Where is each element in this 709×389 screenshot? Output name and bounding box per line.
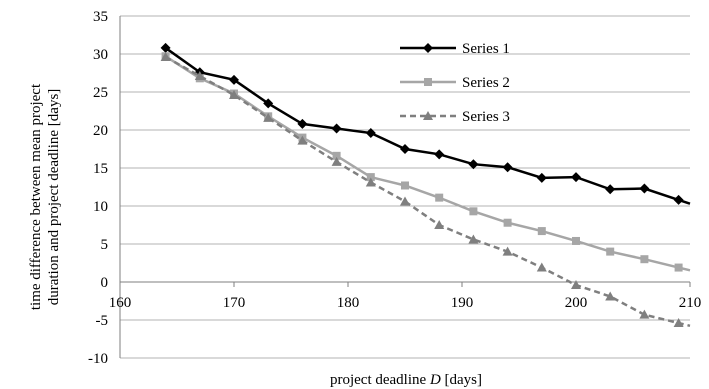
series-1 [160,42,691,205]
data-point-series-1 [263,98,274,109]
y-tick-label: 20 [93,123,108,139]
data-point-series-1 [571,172,581,183]
y-tick-label: 25 [93,85,108,101]
data-point-series-1 [605,184,616,195]
data-point-series-3 [639,309,650,319]
data-point-series-3 [160,52,171,62]
data-point-series-3 [331,156,342,166]
data-point-series-3 [263,112,274,122]
x-axis-label-variable: D [429,372,441,388]
y-axis-label-line1: time difference between mean project [28,83,44,310]
y-tick-label: -5 [96,313,109,329]
x-axis-label: project deadline D [days] [330,372,482,388]
data-point-series-3 [297,135,308,145]
y-tick-label: 0 [101,275,109,291]
legend-marker-1 [423,43,433,53]
data-point-series-2 [572,236,580,245]
data-point-series-3 [400,196,410,206]
data-point-series-2 [469,207,478,216]
y-tick-label: -10 [88,351,108,367]
x-tick-label: 210 [679,295,702,311]
data-point-series-1 [331,123,342,134]
data-point-series-1 [229,74,239,85]
x-axis-label-suffix: [days] [441,372,482,388]
data-point-series-3 [194,71,205,81]
data-point-series-3 [468,234,479,244]
y-tick-label: 30 [93,47,108,63]
y-axis-label-line2: duration and project deadline [days] [46,89,62,306]
legend-label-1: Series 1 [462,41,510,57]
x-axis-ticks: 160 170 180 190 200 210 [109,295,702,311]
data-point-series-2 [606,247,615,256]
data-point-series-1 [468,159,479,170]
data-point-series-3 [536,262,547,272]
data-point-series-2 [674,263,683,272]
data-point-series-1 [434,149,445,160]
legend-marker-2 [424,78,432,86]
y-tick-label: 15 [93,161,108,177]
data-point-series-1 [297,118,308,129]
y-tick-label: 5 [101,237,109,253]
legend-label-3: Series 3 [462,109,510,125]
x-tick-label: 190 [451,295,474,311]
data-point-series-3 [571,280,581,290]
x-tick-label: 170 [223,295,246,311]
gridlines [119,15,691,359]
data-point-series-2 [366,173,375,182]
x-axis-label-prefix: project deadline [330,372,430,388]
y-axis-ticks: -10 -5 0 5 10 15 20 25 30 35 [88,9,108,367]
data-point-series-2 [332,151,341,160]
data-point-series-1 [160,42,171,53]
data-point-series-2 [401,181,409,190]
data-point-series-1 [502,162,513,173]
series-3 [160,52,691,328]
data-point-series-1 [400,144,410,154]
y-tick-label: 35 [93,9,108,25]
data-point-series-1 [673,194,684,205]
legend: Series 1 Series 2 Series 3 [400,41,510,125]
data-point-series-3 [434,220,445,229]
legend-marker-3 [423,111,433,120]
legend-label-2: Series 2 [462,75,510,91]
data-point-series-1 [365,128,376,139]
data-point-series-3 [229,90,239,100]
x-tick-label: 180 [337,295,360,311]
data-point-series-3 [365,177,376,187]
x-tick-label: 200 [565,295,588,311]
x-tick-label: 160 [109,295,132,311]
data-point-series-2 [537,227,546,236]
y-tick-label: 10 [93,199,108,215]
data-point-series-1 [639,183,650,194]
data-point-series-2 [435,193,444,202]
data-point-series-2 [640,255,649,264]
data-point-series-3 [605,291,616,301]
series-line-1 [164,46,691,205]
data-point-series-2 [503,218,512,227]
data-point-series-3 [502,246,513,256]
series-layer [160,42,691,328]
data-point-series-3 [673,318,684,328]
data-point-series-1 [536,172,547,183]
